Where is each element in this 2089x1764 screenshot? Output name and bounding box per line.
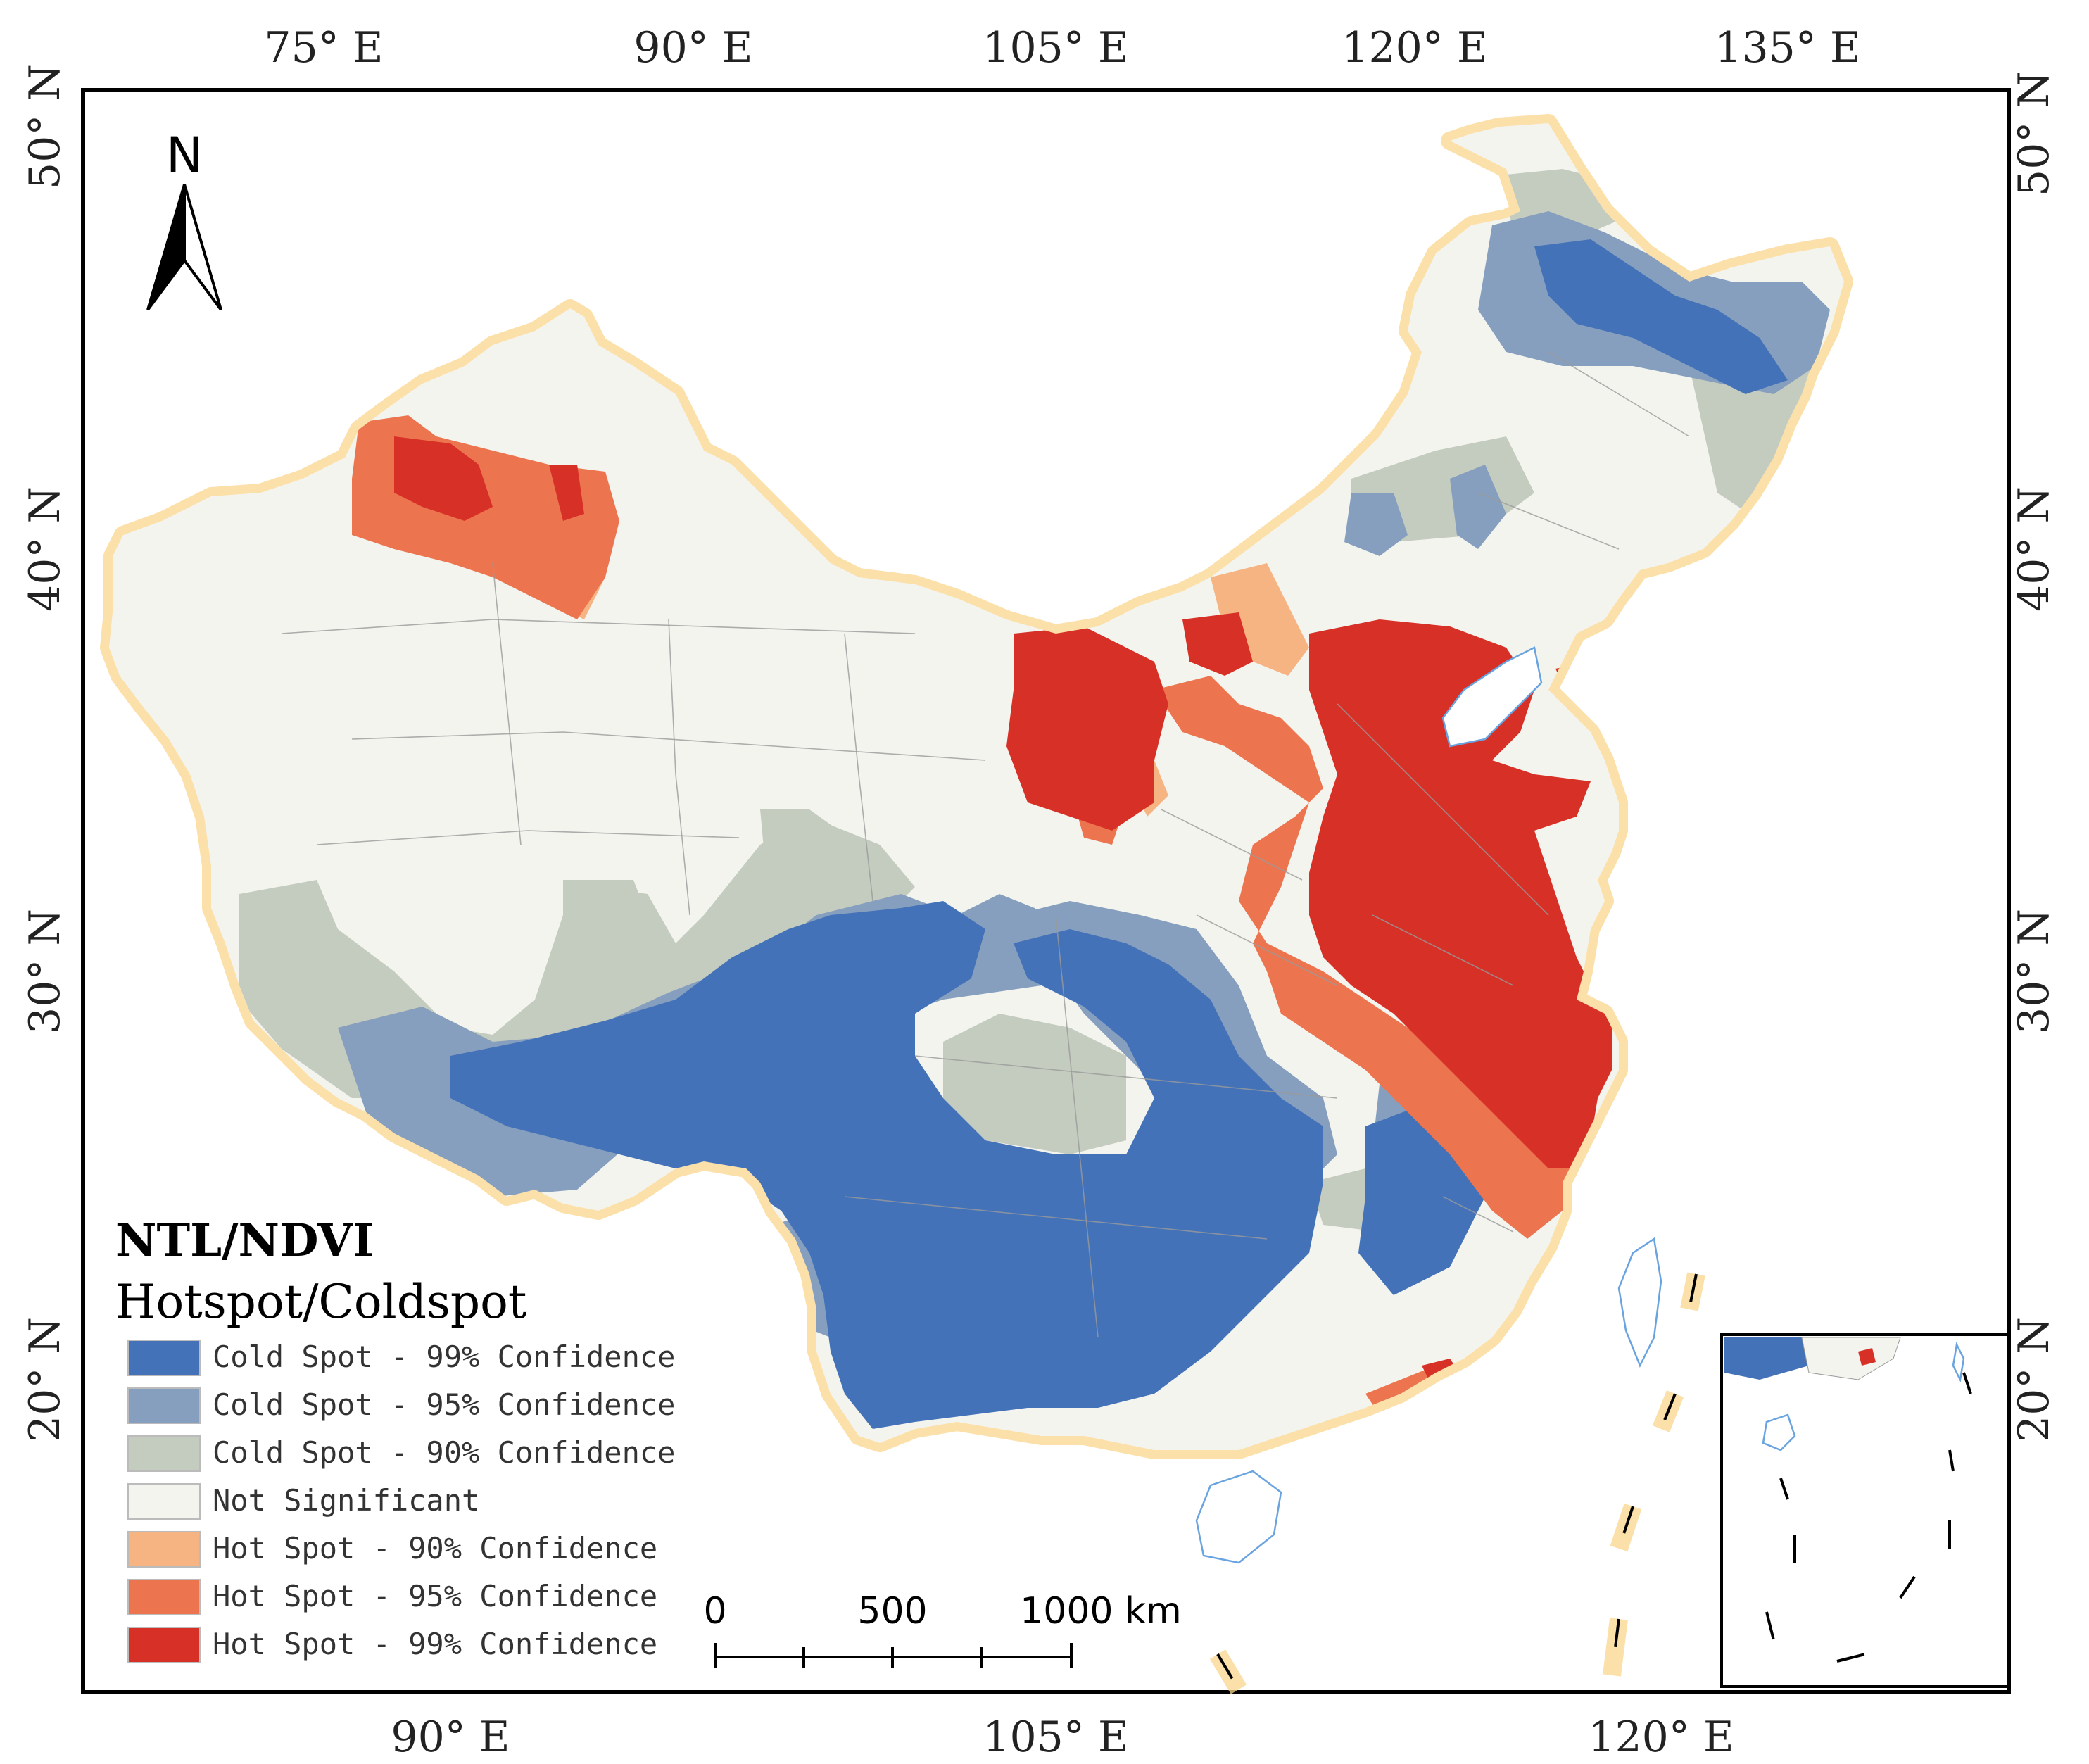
north-arrow-label: N bbox=[166, 127, 203, 184]
legend-label: Cold Spot - 90% Confidence bbox=[213, 1435, 675, 1470]
region-cold-99 bbox=[450, 901, 1323, 1429]
graticule-left: 50° N 40° N 30° N 20° N bbox=[20, 64, 70, 1442]
legend-swatch bbox=[127, 1340, 201, 1376]
scale-label-500: 500 bbox=[857, 1590, 927, 1632]
south-china-sea-inset[interactable] bbox=[1720, 1333, 2010, 1688]
grat-left-40n: 40° N bbox=[20, 486, 70, 612]
grat-top-135e: 135° E bbox=[1715, 23, 1860, 73]
scale-label-1000km: 1000 km bbox=[1020, 1590, 1182, 1632]
county-boundaries bbox=[281, 351, 1690, 1338]
grat-left-30n: 30° N bbox=[20, 909, 70, 1034]
grat-bottom-105e: 105° E bbox=[983, 1713, 1128, 1762]
legend-swatch bbox=[127, 1579, 201, 1615]
legend-label: Cold Spot - 99% Confidence bbox=[213, 1340, 675, 1374]
grat-left-50n: 50° N bbox=[20, 64, 70, 189]
legend-swatch bbox=[127, 1435, 201, 1472]
legend-title: NTL/NDVI bbox=[115, 1214, 374, 1267]
legend-label: Hot Spot - 99% Confidence bbox=[213, 1627, 657, 1661]
legend-swatch bbox=[127, 1531, 201, 1568]
legend-item: Hot Spot - 95% Confidence bbox=[127, 1579, 657, 1615]
legend-label: Cold Spot - 95% Confidence bbox=[213, 1387, 675, 1422]
legend-label: Not Significant bbox=[213, 1483, 479, 1518]
north-arrow: N bbox=[146, 127, 222, 311]
legend-swatch bbox=[127, 1387, 201, 1424]
grat-right-20n: 20° N bbox=[2009, 1317, 2059, 1442]
grat-top-105e: 105° E bbox=[983, 23, 1128, 73]
region-hot-90 bbox=[1211, 563, 1309, 676]
legend-label: Hot Spot - 95% Confidence bbox=[213, 1579, 657, 1613]
legend-item: Hot Spot - 90% Confidence bbox=[127, 1531, 657, 1568]
grat-bottom-90e: 90° E bbox=[391, 1713, 510, 1762]
legend-item: Cold Spot - 99% Confidence bbox=[127, 1340, 675, 1376]
graticule-top: 75° E 90° E 105° E 120° E 135° E bbox=[264, 23, 1860, 73]
legend-item: Cold Spot - 95% Confidence bbox=[127, 1387, 675, 1424]
scale-label-0: 0 bbox=[703, 1590, 726, 1632]
legend-item: Cold Spot - 90% Confidence bbox=[127, 1435, 675, 1472]
legend-item: Not Significant bbox=[127, 1483, 479, 1520]
grat-top-75e: 75° E bbox=[264, 23, 383, 73]
grat-right-40n: 40° N bbox=[2009, 486, 2059, 612]
legend-swatch bbox=[127, 1483, 201, 1520]
grat-bottom-120e: 120° E bbox=[1588, 1713, 1734, 1762]
legend: NTL/NDVI Hotspot/Coldspot Cold Spot - 99… bbox=[115, 1214, 675, 1663]
graticule-bottom: 90° E 105° E 120° E bbox=[391, 1713, 1734, 1762]
grat-right-30n: 30° N bbox=[2009, 909, 2059, 1034]
grat-left-20n: 20° N bbox=[20, 1317, 70, 1442]
scale-bar: 0 500 1000 km bbox=[703, 1590, 1182, 1668]
legend-item: Hot Spot - 99% Confidence bbox=[127, 1627, 657, 1663]
bohai-sea bbox=[1441, 646, 1543, 748]
legend-label: Hot Spot - 90% Confidence bbox=[213, 1531, 657, 1565]
graticule-right: 50° N 40° N 30° N 20° N bbox=[2009, 71, 2059, 1442]
region-hot-99 bbox=[394, 436, 493, 521]
grat-top-120e: 120° E bbox=[1342, 23, 1487, 73]
map-frame bbox=[81, 88, 2011, 1694]
grat-right-50n: 50° N bbox=[2009, 71, 2059, 196]
legend-subtitle: Hotspot/Coldspot bbox=[115, 1275, 526, 1329]
hainan-island bbox=[1195, 1470, 1282, 1564]
legend-swatch bbox=[127, 1627, 201, 1663]
maritime-border bbox=[1209, 1272, 1705, 1694]
taiwan-island bbox=[1617, 1237, 1662, 1368]
grat-top-90e: 90° E bbox=[633, 23, 752, 73]
